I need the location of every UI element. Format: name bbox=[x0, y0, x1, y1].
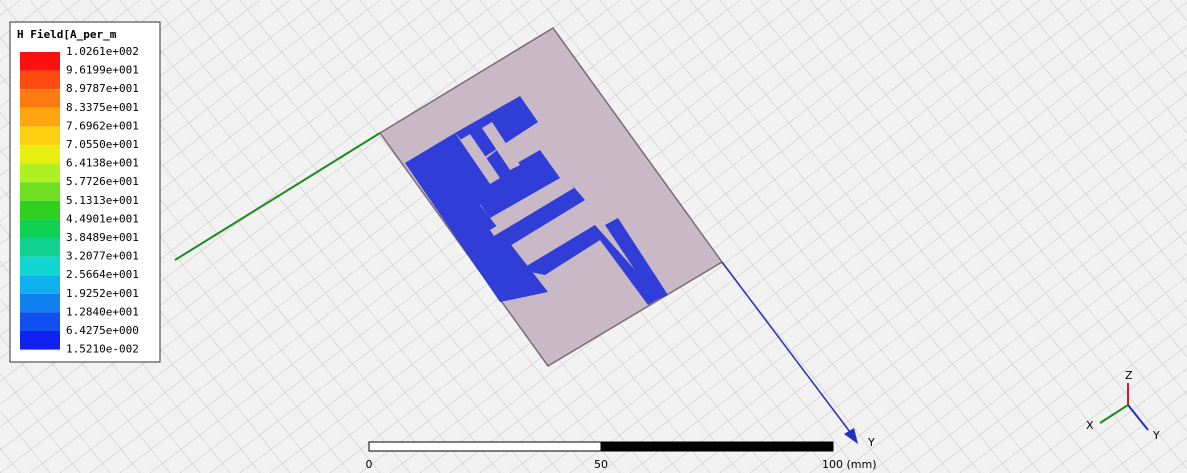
legend-label: 1.2840e+001 bbox=[66, 305, 139, 318]
legend-swatch bbox=[20, 219, 60, 238]
legend-swatch bbox=[20, 257, 60, 276]
scale-label: 100 (mm) bbox=[822, 458, 877, 471]
legend-label: 8.9787e+001 bbox=[66, 82, 139, 95]
y-axis-label: Y bbox=[867, 436, 875, 449]
triad-z: Z bbox=[1125, 369, 1133, 382]
legend-label: 1.5210e-002 bbox=[66, 343, 139, 356]
legend-swatch bbox=[20, 89, 60, 108]
legend-swatch bbox=[20, 52, 60, 71]
legend-swatch bbox=[20, 312, 60, 331]
legend-label: 7.6962e+001 bbox=[66, 119, 139, 132]
legend-label: 1.9252e+001 bbox=[66, 287, 139, 300]
legend-title: H Field[A_per_m bbox=[17, 28, 117, 41]
scale-bar-white bbox=[369, 442, 601, 451]
legend-label: 3.8489e+001 bbox=[66, 231, 139, 244]
legend: 1.0261e+002 9.6199e+001 8.9787e+001 8.3375e… bbox=[20, 45, 139, 356]
legend-label: 6.4275e+000 bbox=[66, 324, 139, 337]
legend-label: 5.1313e+001 bbox=[66, 194, 139, 207]
scale-label: 0 bbox=[366, 458, 373, 471]
legend-label: 9.6199e+001 bbox=[66, 64, 139, 77]
viewport: Y H Field[A_per_m 1.0261e+002 9.6199e+001… bbox=[0, 0, 1187, 473]
legend-swatch bbox=[20, 294, 60, 313]
legend-label: 6.4138e+001 bbox=[66, 157, 139, 170]
legend-label: 8.3375e+001 bbox=[66, 101, 139, 114]
legend-swatch bbox=[20, 201, 60, 220]
legend-label: 4.4901e+001 bbox=[66, 212, 139, 225]
legend-swatch bbox=[20, 71, 60, 90]
legend-swatch bbox=[20, 108, 60, 127]
legend-label: 3.2077e+001 bbox=[66, 250, 139, 263]
legend-swatch bbox=[20, 126, 60, 145]
legend-swatch bbox=[20, 164, 60, 183]
triad-x: X bbox=[1086, 419, 1094, 432]
legend-swatch bbox=[20, 238, 60, 257]
scale-label: 50 bbox=[594, 458, 608, 471]
legend-swatch bbox=[20, 331, 60, 350]
legend-swatch bbox=[20, 145, 60, 164]
legend-label: 1.0261e+002 bbox=[66, 45, 139, 58]
legend-label: 2.5664e+001 bbox=[66, 268, 139, 281]
legend-label: 7.0550e+001 bbox=[66, 138, 139, 151]
legend-label: 5.7726e+001 bbox=[66, 175, 139, 188]
scale-bar-black bbox=[601, 442, 833, 451]
legend-swatch bbox=[20, 182, 60, 201]
triad-y: Y bbox=[1152, 429, 1160, 442]
legend-swatch bbox=[20, 275, 60, 294]
